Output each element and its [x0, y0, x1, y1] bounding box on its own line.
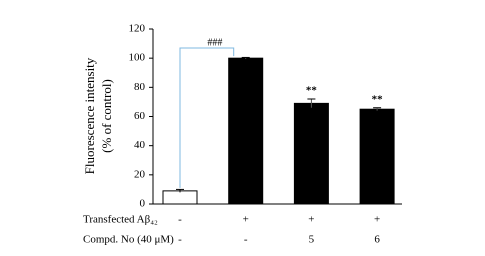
bar — [359, 108, 395, 205]
y-tick-label: 80 — [134, 81, 146, 93]
table-cell: + — [374, 214, 380, 226]
y-tick-label: 40 — [134, 139, 146, 151]
annotation: ### — [207, 37, 222, 48]
table-row-label: Compd. No (40 μM) — [83, 234, 174, 246]
table-cell: 5 — [309, 234, 315, 246]
table-cell: - — [178, 214, 182, 226]
table-cell: + — [308, 214, 314, 226]
y-axis-label: (% of control) — [99, 79, 114, 153]
annotation: ** — [306, 85, 318, 97]
table-cell: 6 — [374, 234, 380, 246]
bar — [162, 190, 198, 205]
table-cell: - — [244, 234, 248, 246]
y-tick-label: 20 — [134, 168, 146, 180]
y-axis-label: Fluorescence intensity — [82, 57, 97, 174]
significance-bracket — [179, 47, 235, 188]
y-tick-label: 0 — [140, 198, 146, 210]
bar — [293, 102, 329, 205]
annotation: ** — [372, 93, 384, 105]
table-cell: - — [178, 234, 182, 246]
y-tick-label: 60 — [134, 110, 146, 122]
bar — [228, 57, 264, 205]
table-cell: + — [243, 214, 249, 226]
table-row-label: Transfected Aβ₄₂ — [83, 214, 158, 226]
y-tick-label: 100 — [129, 52, 146, 64]
y-tick-label: 120 — [129, 23, 146, 35]
